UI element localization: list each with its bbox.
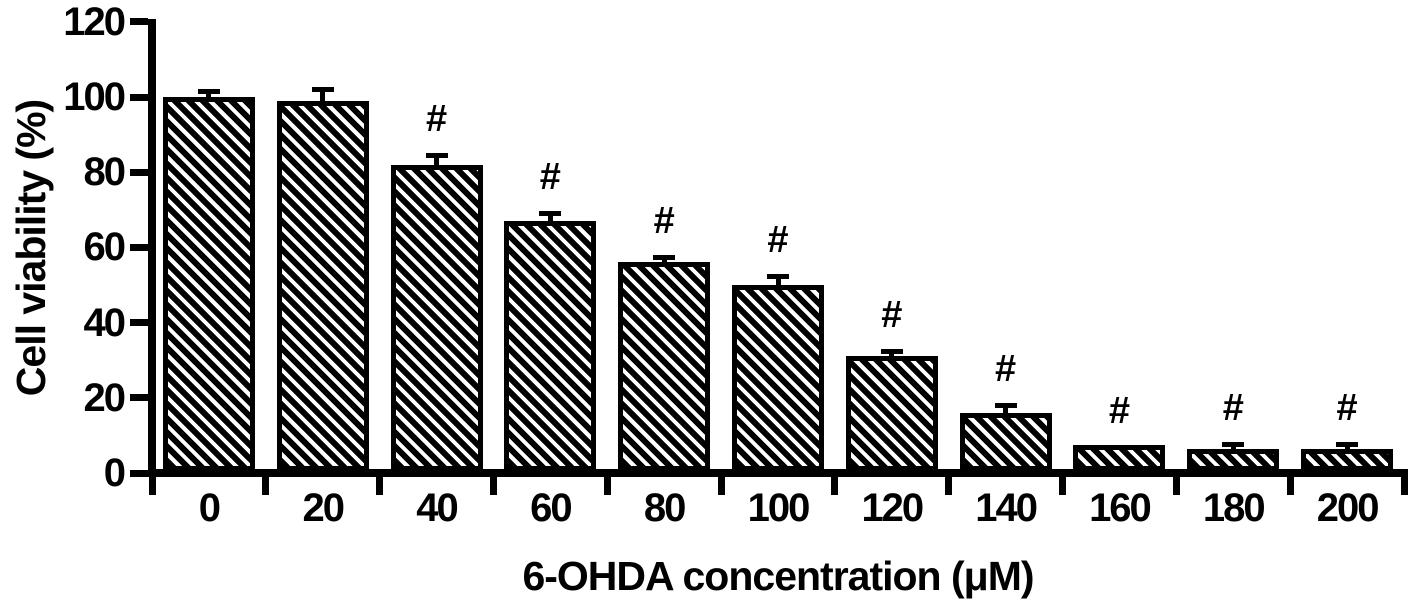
y-tick	[130, 243, 148, 251]
error-bar-cap	[994, 403, 1017, 409]
y-tick-label: 80	[83, 150, 127, 195]
significance-hash: #	[1222, 386, 1244, 429]
error-bar-cap	[1222, 441, 1245, 447]
x-tick	[945, 477, 953, 495]
y-tick	[130, 168, 148, 176]
bar	[618, 262, 711, 471]
error-bar-cap	[425, 153, 448, 159]
x-tick-label: 0	[198, 486, 221, 530]
x-tick-label: 60	[530, 486, 572, 530]
significance-hash: #	[995, 348, 1017, 391]
y-tick	[130, 18, 148, 26]
y-tick	[130, 394, 148, 402]
x-tick-label: 80	[643, 486, 686, 530]
x-tick-label: 160	[1089, 486, 1152, 530]
y-tick	[130, 319, 148, 327]
significance-hash: #	[539, 156, 561, 199]
x-tick-label: 20	[302, 486, 344, 530]
y-tick-label: 0	[103, 451, 126, 495]
x-tick-label: 120	[861, 486, 924, 530]
x-tick	[376, 477, 384, 495]
significance-hash: #	[1108, 389, 1131, 432]
significance-hash: #	[653, 200, 675, 243]
bar	[959, 412, 1052, 471]
y-tick-label: 100	[63, 75, 126, 119]
x-axis-line	[148, 469, 1408, 477]
y-tick-label: 120	[63, 0, 126, 44]
y-tick	[130, 93, 148, 101]
error-bar-cap	[880, 349, 903, 355]
error-bar-stem	[1344, 445, 1350, 452]
y-tick-label: 20	[83, 375, 127, 420]
error-bar-cap	[653, 255, 676, 261]
significance-hash: #	[425, 98, 448, 141]
error-bar-cap	[539, 211, 562, 217]
error-bar-cap	[311, 87, 334, 93]
error-bar-stem	[547, 215, 553, 225]
x-tick-label: 140	[975, 486, 1038, 530]
bar	[276, 100, 369, 471]
error-bar-stem	[320, 91, 326, 104]
x-tick-label: 100	[747, 486, 811, 530]
x-tick-label: 40	[416, 486, 458, 530]
error-bar-stem	[434, 157, 440, 168]
x-tick	[262, 477, 270, 495]
x-tick	[717, 477, 725, 495]
error-bar-cap	[767, 274, 789, 280]
error-bar-stem	[206, 93, 212, 100]
bar	[390, 164, 483, 471]
x-tick	[1400, 477, 1408, 495]
x-tick	[1286, 477, 1294, 495]
bar	[1187, 448, 1280, 471]
x-tick	[603, 477, 611, 495]
bar	[504, 221, 597, 471]
error-bar-cap	[1336, 441, 1359, 447]
error-bar-stem	[1003, 407, 1009, 416]
bar	[1073, 444, 1166, 471]
x-axis-title: 6-OHDA concentration (μM)	[522, 553, 1034, 599]
error-bar-stem	[661, 259, 667, 266]
y-axis-line	[148, 19, 156, 477]
significance-hash: #	[881, 294, 903, 337]
x-tick	[148, 477, 156, 495]
x-tick	[489, 477, 497, 495]
x-tick	[1172, 477, 1180, 495]
x-tick-label: 180	[1202, 486, 1266, 530]
error-bar-cap	[197, 89, 220, 95]
bar	[1301, 448, 1394, 471]
significance-hash: #	[767, 219, 789, 262]
error-bar-stem	[889, 353, 895, 360]
x-tick	[1059, 477, 1067, 495]
bar	[162, 97, 255, 471]
bar	[845, 356, 938, 471]
error-bar-stem	[775, 278, 781, 288]
x-tick	[831, 477, 839, 495]
x-tick-label: 200	[1316, 486, 1380, 530]
error-bar-stem	[1230, 445, 1236, 452]
y-tick-label: 60	[83, 225, 127, 270]
significance-hash: #	[1336, 386, 1358, 429]
y-tick	[130, 469, 148, 477]
y-tick-label: 40	[83, 300, 127, 345]
bar	[732, 285, 824, 471]
